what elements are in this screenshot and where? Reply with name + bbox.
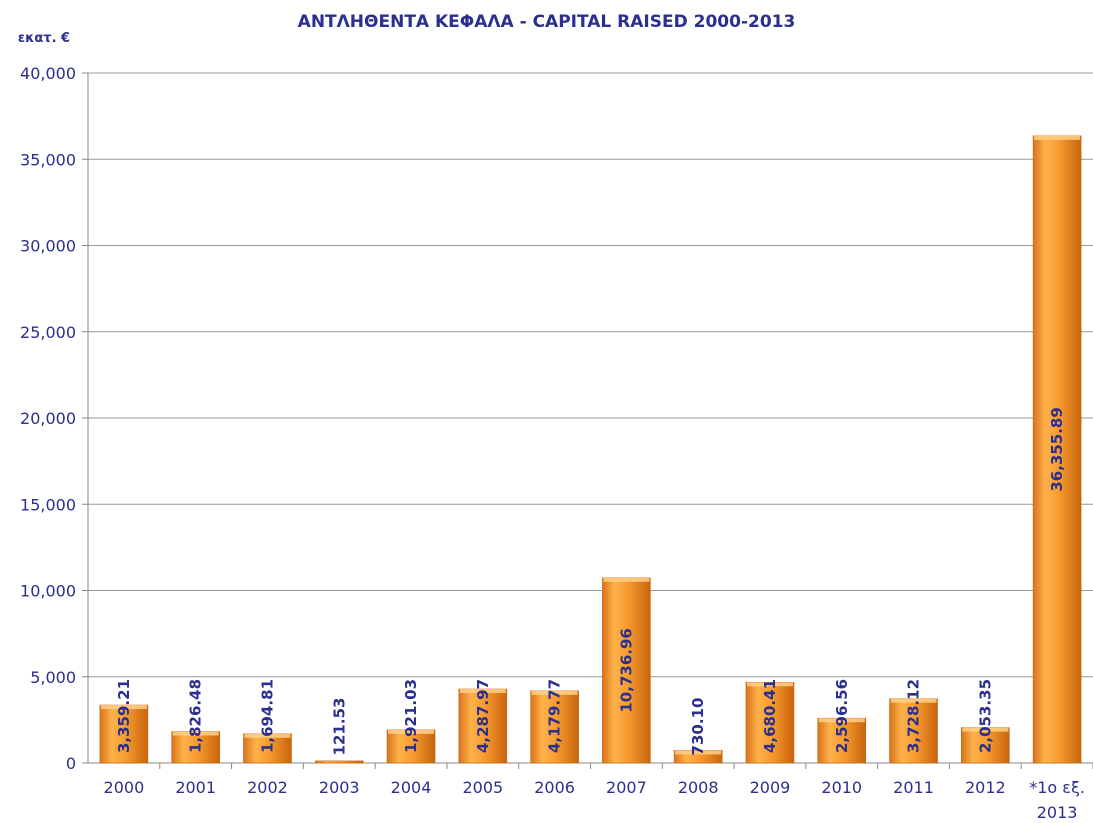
bar xyxy=(961,727,1010,764)
axes xyxy=(82,72,1093,769)
x-tick-label: 2003 xyxy=(319,778,360,797)
bar xyxy=(243,733,292,764)
bar-cap xyxy=(531,690,578,695)
bar xyxy=(314,760,364,764)
data-label: 730.10 xyxy=(689,698,707,756)
y-tick-label: 20,000 xyxy=(20,409,76,428)
bar xyxy=(745,681,795,764)
x-tick-label: 2010 xyxy=(821,778,862,797)
chart-title: ΑΝΤΛΗΘΕΝΤΑ ΚΕΦΑΛΑ - CAPITAL RAISED 2000-… xyxy=(297,12,796,32)
y-tick-label: 10,000 xyxy=(20,582,76,601)
bar xyxy=(171,731,220,764)
data-label: 10,736.96 xyxy=(617,628,635,712)
bar-cap xyxy=(388,729,435,734)
y-tick-label: 15,000 xyxy=(20,495,76,514)
data-label: 4,680.41 xyxy=(761,679,779,753)
bar xyxy=(602,577,651,764)
data-label: 3,728.12 xyxy=(905,679,923,753)
data-label: 36,355.89 xyxy=(1048,407,1066,491)
bar-cap xyxy=(746,682,793,687)
y-tick-label: 5,000 xyxy=(30,668,76,687)
bar-cap xyxy=(962,727,1009,732)
x-tick-label: 2012 xyxy=(965,778,1006,797)
x-tick-label: 2006 xyxy=(534,778,575,797)
x-tick-label: 2007 xyxy=(606,778,647,797)
bar xyxy=(386,729,436,764)
bar-cap xyxy=(890,698,937,703)
data-label: 3,359.21 xyxy=(115,679,133,753)
bar xyxy=(1032,135,1082,764)
x-tick-label: 2000 xyxy=(104,778,145,797)
bar xyxy=(817,717,867,764)
data-label: 2,596.56 xyxy=(833,679,851,753)
y-tick-label: 30,000 xyxy=(20,237,76,256)
x-tick-label: 2009 xyxy=(750,778,791,797)
x-tick-label: 2011 xyxy=(893,778,934,797)
y-tick-label: 25,000 xyxy=(20,323,76,342)
bar-cap xyxy=(1034,135,1081,140)
data-label: 4,287.97 xyxy=(474,679,492,753)
y-axis-unit-label: εκατ. € xyxy=(17,31,71,46)
data-label: 1,826.48 xyxy=(187,679,205,753)
data-label: 121.53 xyxy=(330,698,348,756)
bar xyxy=(889,698,938,764)
data-label: 2,053.35 xyxy=(976,679,994,753)
data-label: 4,179.77 xyxy=(546,679,564,753)
data-label: 1,694.81 xyxy=(258,679,276,753)
bar-cap xyxy=(675,750,722,755)
y-tick-label: 0 xyxy=(66,754,76,773)
data-label: 1,921.03 xyxy=(402,679,420,753)
bar-cap xyxy=(100,705,147,710)
x-tick-label: 2008 xyxy=(678,778,719,797)
bar xyxy=(99,704,149,764)
bar-cap xyxy=(172,731,219,736)
x-tick-label: 2004 xyxy=(391,778,432,797)
gridlines xyxy=(88,72,1093,678)
y-tick-label: 35,000 xyxy=(20,150,76,169)
data-labels: 3,359.21 1,826.48 1,694.81 121.53 1,921.03 4,… xyxy=(115,407,1066,755)
x-tick-label: 2001 xyxy=(175,778,216,797)
x-tick-label-line2: 2013 xyxy=(1037,803,1078,822)
x-tick-label: *1ο εξ. xyxy=(1029,778,1085,797)
bar-cap xyxy=(459,689,506,694)
y-tick-label: 40,000 xyxy=(20,64,76,83)
tick-labels: 0 5,000 10,000 15,000 20,000 25,000 30,000 35,0… xyxy=(20,64,1085,822)
bars xyxy=(99,135,1082,764)
bar-cap xyxy=(603,577,650,582)
bar xyxy=(530,690,579,764)
x-tick-label: 2002 xyxy=(247,778,288,797)
bar xyxy=(458,688,508,764)
bar-cap xyxy=(818,718,865,723)
bar-cap xyxy=(244,733,291,738)
x-tick-label: 2005 xyxy=(462,778,503,797)
